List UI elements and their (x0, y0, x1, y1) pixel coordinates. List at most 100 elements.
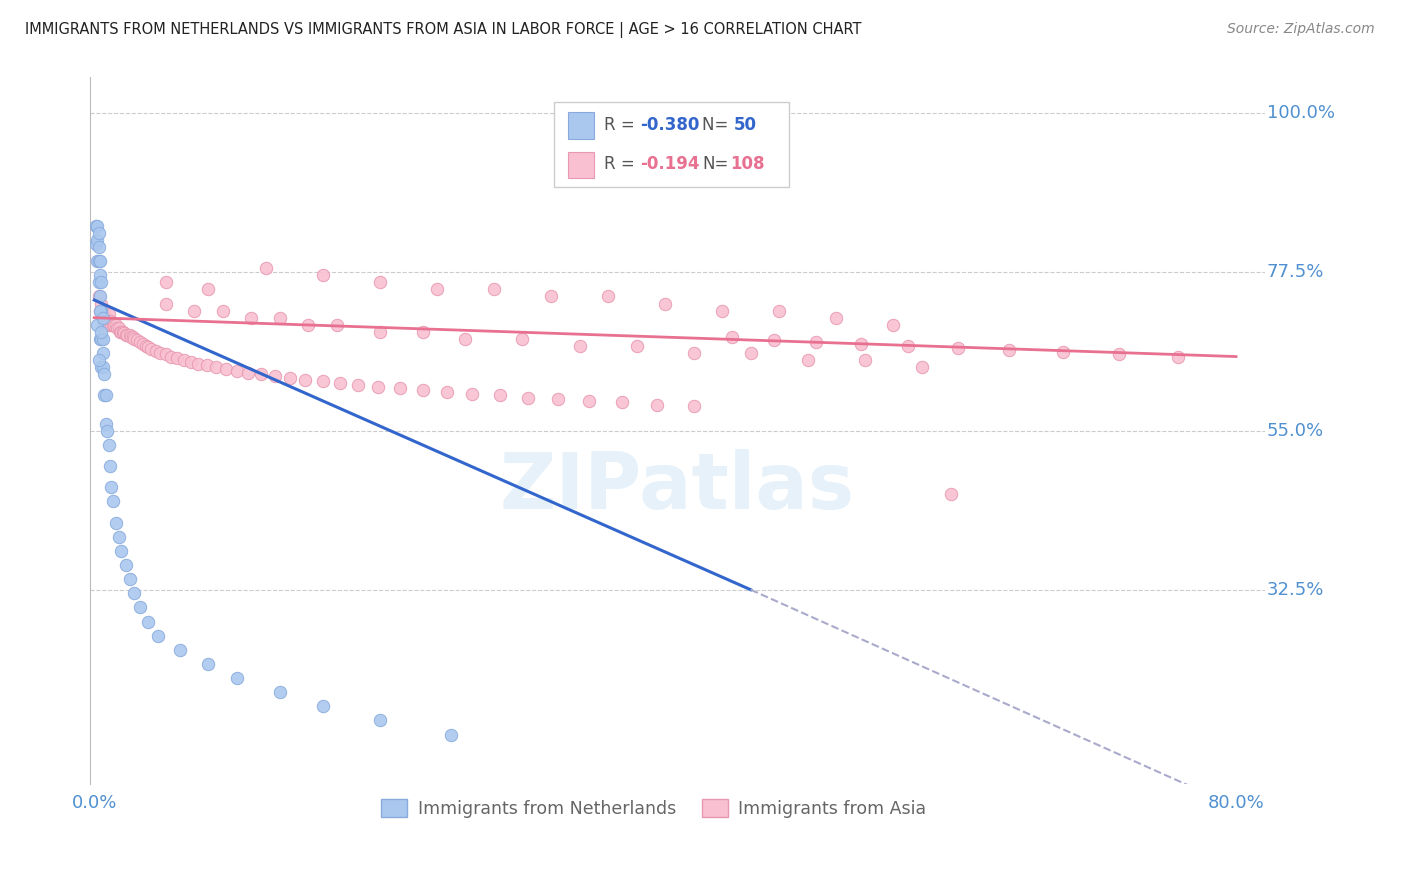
Text: -0.194: -0.194 (640, 155, 699, 173)
Point (90, 325, 112, 339)
Point (998, 343, 1021, 358)
Point (111, 325, 134, 339)
Point (86, 318, 108, 332)
Text: R =: R = (605, 115, 641, 134)
Text: 50: 50 (734, 115, 756, 134)
Point (1108, 347, 1130, 361)
Point (101, 318, 124, 332)
Point (115, 328, 138, 343)
Point (101, 494, 124, 508)
Text: Source: ZipAtlas.com: Source: ZipAtlas.com (1227, 22, 1375, 37)
Point (166, 351, 188, 365)
Point (91, 303, 114, 318)
Point (110, 325, 132, 339)
Point (89, 268, 111, 283)
Point (240, 310, 263, 325)
Point (1052, 345, 1074, 359)
Point (269, 310, 291, 325)
Point (145, 343, 167, 358)
Point (91, 310, 114, 325)
Point (226, 671, 249, 685)
Point (86, 233, 108, 247)
Point (86, 219, 108, 233)
Point (129, 600, 152, 615)
Point (482, 282, 505, 296)
Point (897, 339, 920, 353)
Point (612, 395, 634, 409)
Point (250, 368, 273, 382)
Point (426, 282, 449, 296)
Point (90, 332, 112, 346)
Point (682, 346, 704, 360)
Point (654, 296, 676, 310)
Point (97, 307, 120, 321)
Point (98, 459, 121, 474)
Point (91, 360, 114, 375)
Point (596, 289, 619, 303)
Point (89, 332, 111, 346)
Text: 77.5%: 77.5% (1267, 263, 1324, 281)
Point (211, 303, 233, 318)
Point (155, 296, 177, 310)
Point (578, 394, 600, 409)
Point (849, 336, 872, 351)
Point (93, 318, 115, 332)
Point (278, 371, 301, 385)
Point (87, 353, 110, 368)
Legend: Immigrants from Netherlands, Immigrants from Asia: Immigrants from Netherlands, Immigrants … (374, 792, 934, 825)
Point (169, 642, 191, 657)
Point (853, 353, 876, 368)
Point (90, 276, 112, 290)
Point (1166, 350, 1188, 364)
Point (103, 318, 125, 332)
Point (86, 254, 108, 268)
Point (84, 236, 107, 251)
Point (97, 318, 120, 332)
Point (568, 339, 591, 353)
Point (512, 332, 534, 346)
Point (87, 289, 110, 303)
Point (94, 310, 117, 325)
Point (121, 330, 143, 344)
Point (100, 318, 122, 332)
Point (149, 346, 172, 360)
Point (264, 369, 287, 384)
Point (173, 353, 195, 368)
Point (946, 341, 969, 355)
Point (388, 381, 411, 395)
Point (104, 318, 127, 332)
Point (108, 325, 131, 339)
Point (454, 332, 477, 346)
Point (148, 629, 170, 643)
Point (110, 544, 132, 558)
Point (347, 377, 370, 392)
Point (138, 340, 160, 354)
Text: ZIPatlas: ZIPatlas (499, 450, 855, 525)
Point (138, 615, 160, 629)
Point (226, 364, 249, 378)
Point (96, 314, 118, 328)
Point (94, 417, 117, 431)
Point (882, 318, 904, 332)
Point (87, 240, 110, 254)
Point (412, 384, 434, 398)
Point (488, 388, 510, 402)
Point (107, 530, 129, 544)
Point (91, 346, 114, 360)
Point (160, 350, 183, 364)
FancyBboxPatch shape (568, 152, 593, 178)
Point (132, 336, 155, 351)
Text: N=: N= (702, 155, 728, 173)
Point (114, 328, 136, 343)
Point (440, 728, 463, 742)
Point (87, 226, 110, 240)
Point (91, 332, 114, 346)
Point (269, 685, 291, 699)
Point (114, 558, 136, 572)
Point (195, 358, 218, 372)
Text: 32.5%: 32.5% (1267, 581, 1324, 599)
Point (797, 353, 820, 368)
Text: R =: R = (605, 155, 641, 173)
Point (89, 254, 111, 268)
Point (118, 572, 141, 586)
